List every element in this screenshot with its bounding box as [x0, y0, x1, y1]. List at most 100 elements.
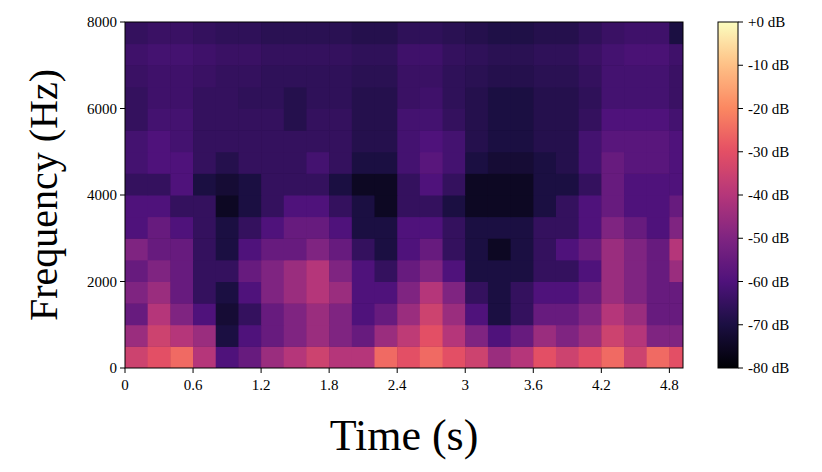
cell	[465, 65, 488, 87]
cell	[397, 217, 420, 239]
cell	[488, 173, 511, 195]
cell	[624, 346, 647, 368]
cell	[193, 282, 216, 304]
cell	[533, 217, 556, 239]
cell	[443, 303, 466, 325]
cell	[533, 238, 556, 260]
cell	[669, 346, 683, 368]
x-tick	[533, 368, 534, 373]
cell	[647, 22, 670, 44]
cell	[170, 109, 193, 131]
cell	[375, 65, 398, 87]
cell	[375, 130, 398, 152]
colorbar-tick-label: -40 dB	[748, 187, 789, 203]
cell	[511, 282, 534, 304]
cell	[601, 152, 624, 174]
cell	[148, 173, 171, 195]
cell	[329, 22, 352, 44]
cell	[443, 238, 466, 260]
cell	[511, 260, 534, 282]
cell	[261, 44, 284, 66]
cell	[647, 346, 670, 368]
cell	[284, 282, 307, 304]
cell	[329, 346, 352, 368]
cell	[329, 303, 352, 325]
cell	[261, 87, 284, 109]
cell	[261, 238, 284, 260]
cell	[443, 260, 466, 282]
cell	[170, 173, 193, 195]
cell	[647, 260, 670, 282]
colorbar-tick-label: -70 dB	[748, 317, 789, 333]
cell	[375, 217, 398, 239]
cell	[533, 65, 556, 87]
cell	[488, 195, 511, 217]
cell	[216, 173, 239, 195]
cell	[669, 303, 683, 325]
cell	[352, 217, 375, 239]
cell	[306, 195, 329, 217]
cell	[397, 173, 420, 195]
cell	[216, 152, 239, 174]
x-axis-label: Time (s)	[330, 411, 479, 460]
cell	[420, 346, 443, 368]
cell	[420, 87, 443, 109]
cell	[601, 130, 624, 152]
cell	[579, 195, 602, 217]
cell	[420, 195, 443, 217]
cell	[306, 22, 329, 44]
y-axis-label: Frequency (Hz)	[21, 69, 66, 321]
cell	[352, 152, 375, 174]
cell	[647, 238, 670, 260]
cell	[465, 130, 488, 152]
x-tick-label: 4.8	[660, 377, 679, 393]
cell	[465, 152, 488, 174]
cell	[193, 44, 216, 66]
y-tick-label: 8000	[87, 14, 117, 30]
cell	[647, 282, 670, 304]
cell	[624, 130, 647, 152]
cell	[170, 346, 193, 368]
cell	[193, 173, 216, 195]
cell	[261, 173, 284, 195]
cell	[375, 282, 398, 304]
cell	[148, 65, 171, 87]
cell	[352, 303, 375, 325]
cell	[511, 217, 534, 239]
cell	[261, 325, 284, 347]
cell	[420, 303, 443, 325]
cell	[306, 303, 329, 325]
cell	[375, 346, 398, 368]
cell	[488, 260, 511, 282]
cell	[216, 130, 239, 152]
cell	[420, 22, 443, 44]
cell	[579, 109, 602, 131]
cell	[193, 130, 216, 152]
cell	[284, 303, 307, 325]
cell	[125, 130, 148, 152]
cell	[193, 109, 216, 131]
y-tick-label: 4000	[87, 187, 117, 203]
cell	[261, 109, 284, 131]
cell	[352, 87, 375, 109]
cell	[420, 44, 443, 66]
cell	[420, 130, 443, 152]
x-tick-label: 3	[461, 377, 469, 393]
cell	[601, 303, 624, 325]
cell	[329, 217, 352, 239]
cell	[533, 260, 556, 282]
colorbar-tick	[738, 22, 743, 23]
cell	[465, 87, 488, 109]
cell	[329, 152, 352, 174]
cell	[533, 22, 556, 44]
cell	[556, 238, 579, 260]
cell	[170, 217, 193, 239]
cell	[488, 65, 511, 87]
cell	[647, 152, 670, 174]
x-tick	[397, 368, 398, 373]
cell	[601, 325, 624, 347]
cell	[329, 238, 352, 260]
x-tick-label: 0	[121, 377, 129, 393]
cell	[579, 346, 602, 368]
cell	[306, 109, 329, 131]
